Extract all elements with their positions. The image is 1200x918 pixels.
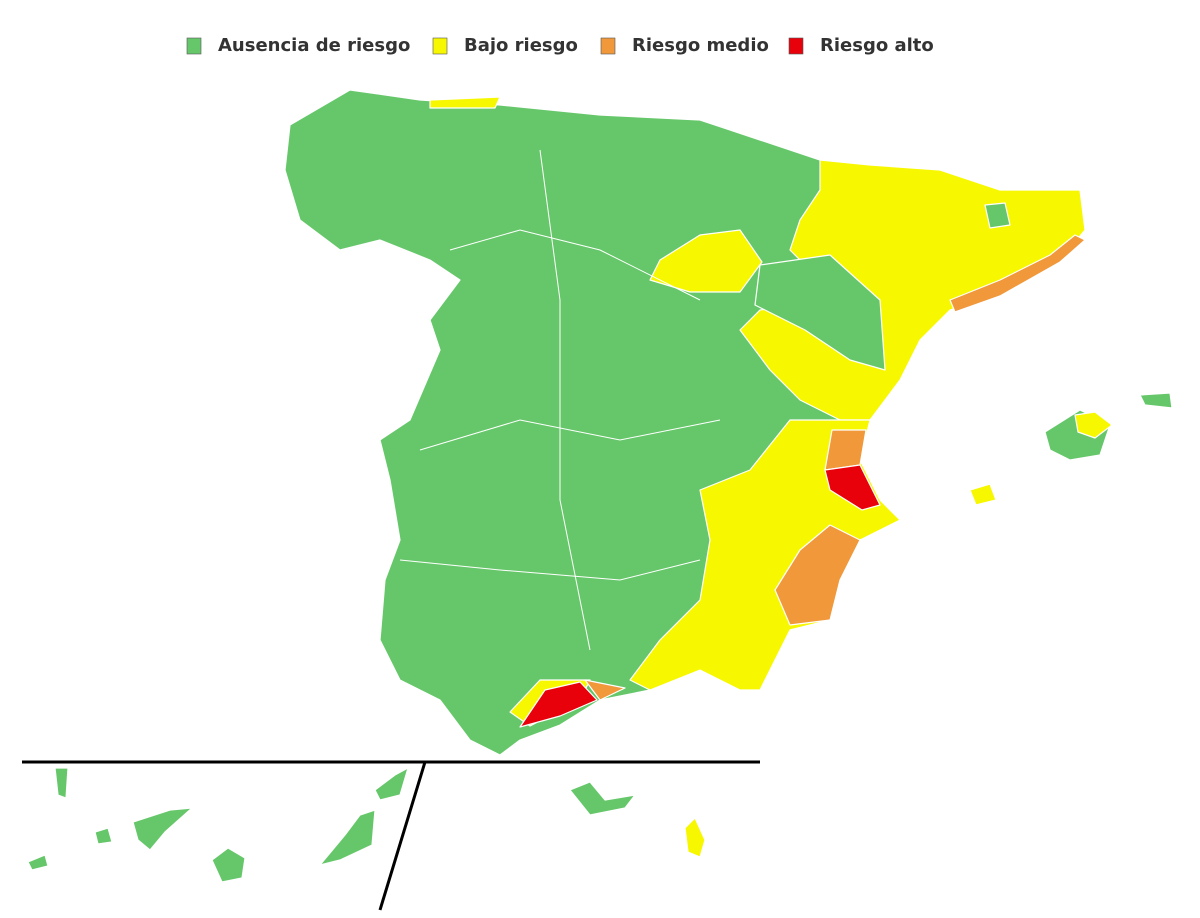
region: [211, 847, 246, 883]
region: [519, 681, 598, 728]
region: [132, 807, 193, 851]
region: [54, 767, 69, 799]
other-islands: [569, 781, 706, 858]
legend-swatch: [432, 37, 448, 55]
region: [984, 202, 1011, 229]
legend-swatch: [186, 37, 202, 55]
separator: [378, 761, 427, 911]
region: [754, 254, 886, 371]
region: [824, 429, 867, 471]
region: [684, 817, 706, 858]
region: [584, 679, 626, 701]
legend-label: Ausencia de riesgo: [218, 35, 410, 56]
region: [374, 767, 409, 801]
region: [319, 809, 376, 866]
balearic-islands: [969, 392, 1173, 506]
mainland: [284, 89, 1086, 756]
border: [399, 559, 701, 581]
legend-label: Riesgo alto: [820, 35, 934, 56]
legend-label: Riesgo medio: [632, 35, 769, 56]
border: [449, 229, 701, 301]
region: [94, 827, 113, 845]
canary-islands: [27, 767, 409, 883]
legend-swatch: [788, 37, 804, 55]
region: [1074, 411, 1113, 439]
border: [419, 419, 721, 451]
region: [27, 854, 49, 871]
region: [774, 524, 861, 626]
legend-swatch: [600, 37, 616, 55]
region: [969, 483, 997, 506]
legend: Ausencia de riesgo Bajo riesgo Riesgo medi…: [186, 35, 934, 56]
legend-label: Bajo riesgo: [464, 35, 578, 56]
region: [569, 781, 636, 816]
region: [429, 96, 501, 109]
region: [1139, 392, 1173, 409]
border: [539, 149, 591, 651]
region: [824, 464, 881, 511]
region: [649, 229, 763, 293]
region: [949, 234, 1086, 313]
